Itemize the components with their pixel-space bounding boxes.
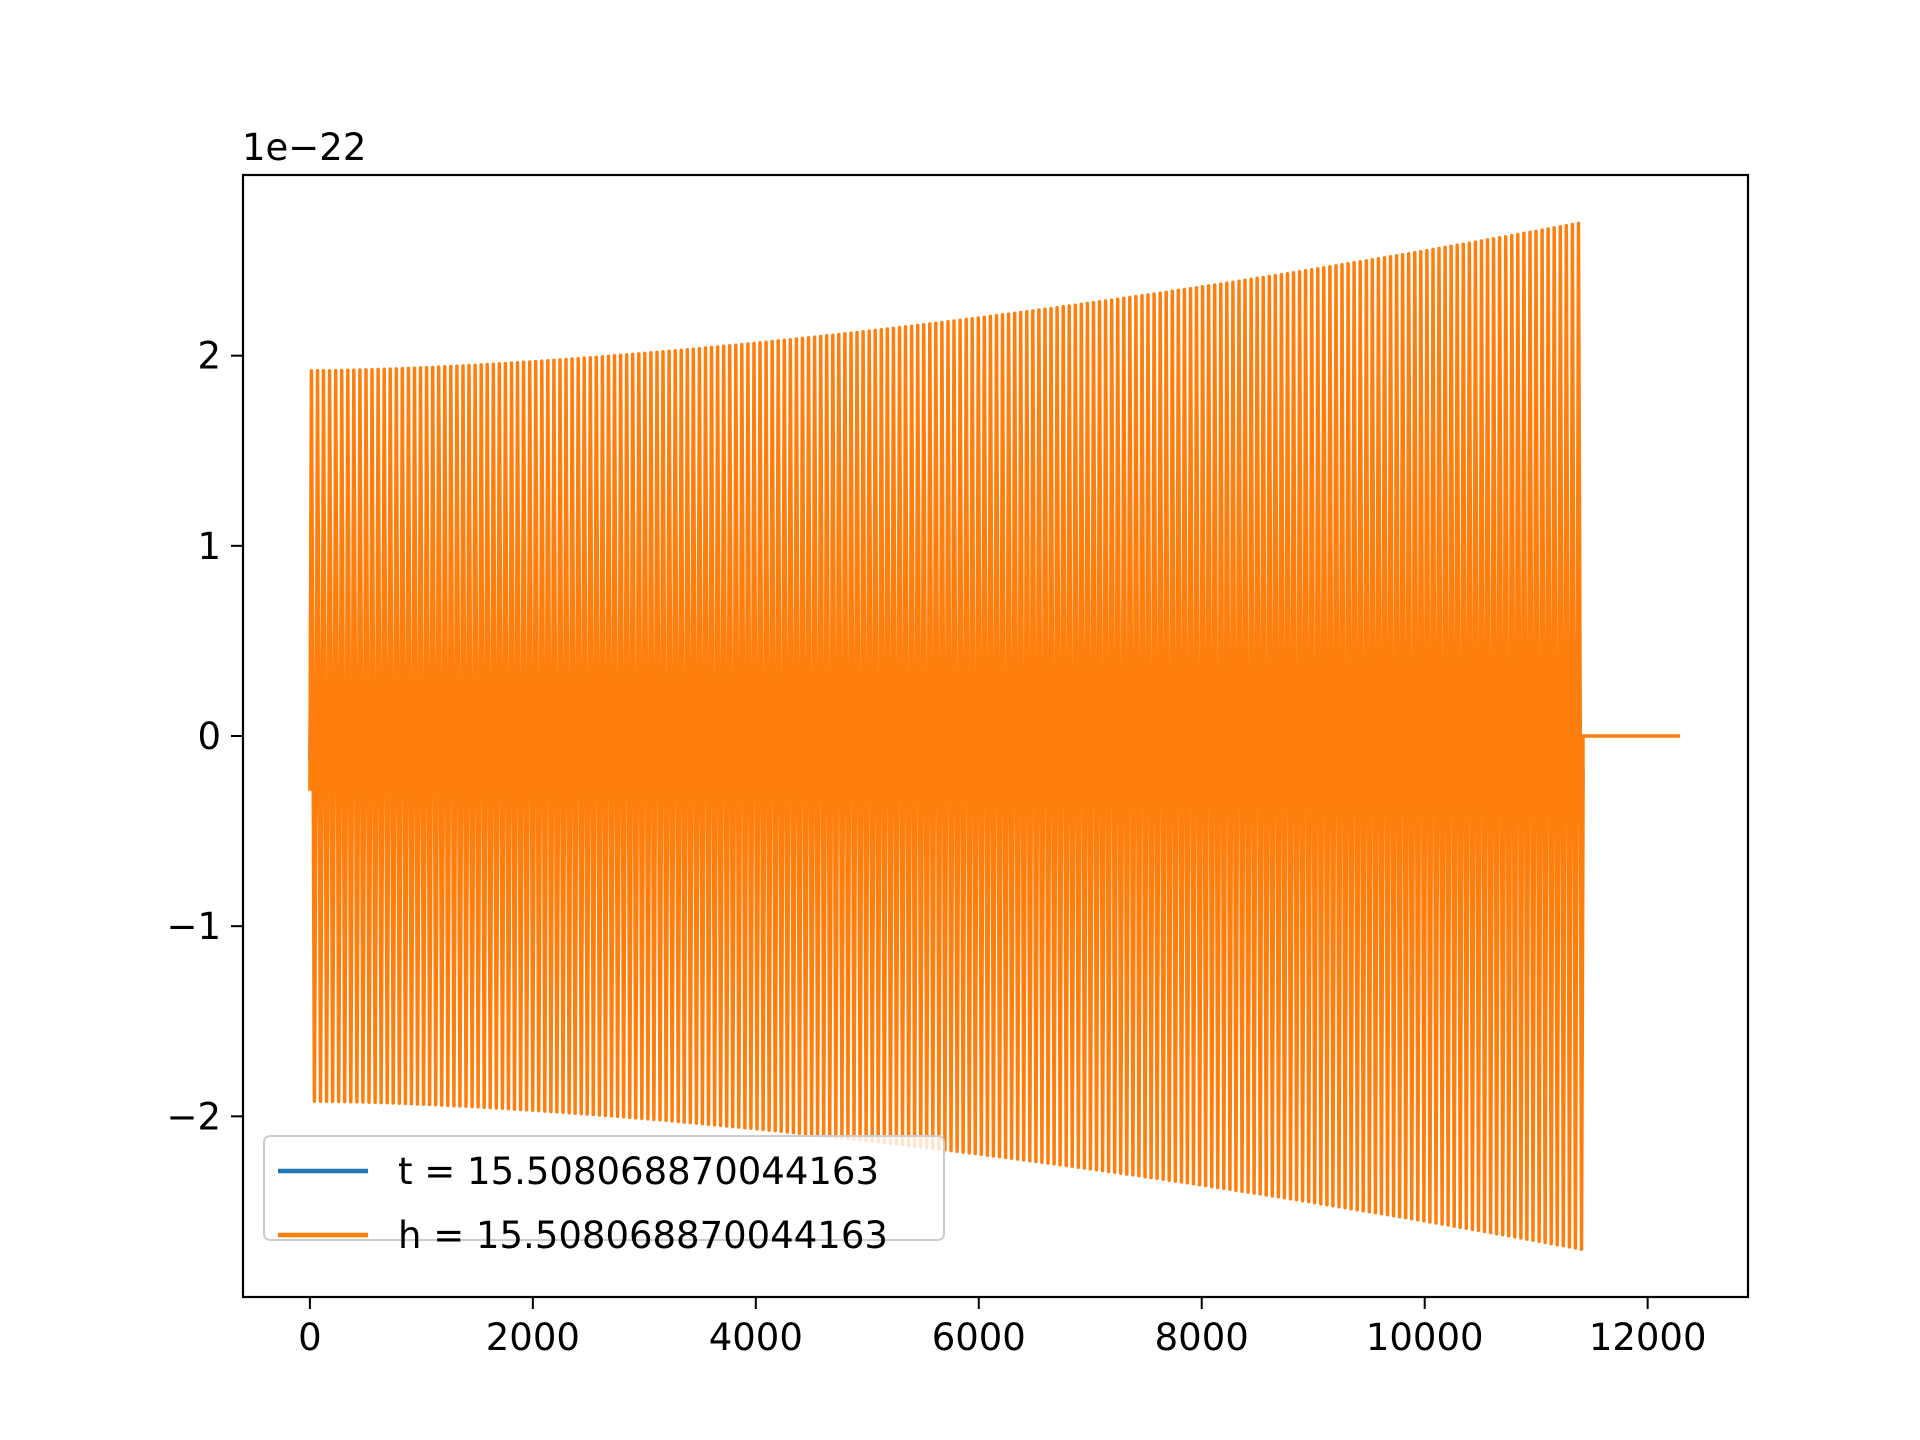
series-line-h [308, 221, 1680, 1251]
y-tick-label: 2 [197, 335, 221, 378]
x-tick-label: 6000 [932, 1316, 1026, 1359]
y-tick-label: 1 [197, 525, 221, 568]
y-axis: −2 −1 0 1 2 [166, 335, 243, 1138]
x-tick-label: 12000 [1589, 1316, 1707, 1359]
legend-label: h = 15.508068870044163 [398, 1214, 888, 1257]
x-tick-label: 0 [298, 1316, 322, 1359]
y-tick-label: 0 [197, 715, 221, 758]
legend: t = 15.508068870044163 h = 15.50806887004… [263, 1135, 945, 1257]
x-axis: 0 2000 4000 6000 8000 10000 12000 [298, 1297, 1707, 1359]
y-tick-label: −1 [166, 905, 221, 948]
y-tick-label: −2 [166, 1095, 221, 1138]
x-tick-label: 4000 [709, 1316, 803, 1359]
x-tick-label: 2000 [486, 1316, 580, 1359]
x-tick-label: 8000 [1155, 1316, 1249, 1359]
x-tick-label: 10000 [1366, 1316, 1484, 1359]
y-offset-label: 1e−22 [242, 126, 366, 169]
legend-box [263, 1135, 945, 1241]
legend-label: t = 15.508068870044163 [398, 1150, 879, 1193]
